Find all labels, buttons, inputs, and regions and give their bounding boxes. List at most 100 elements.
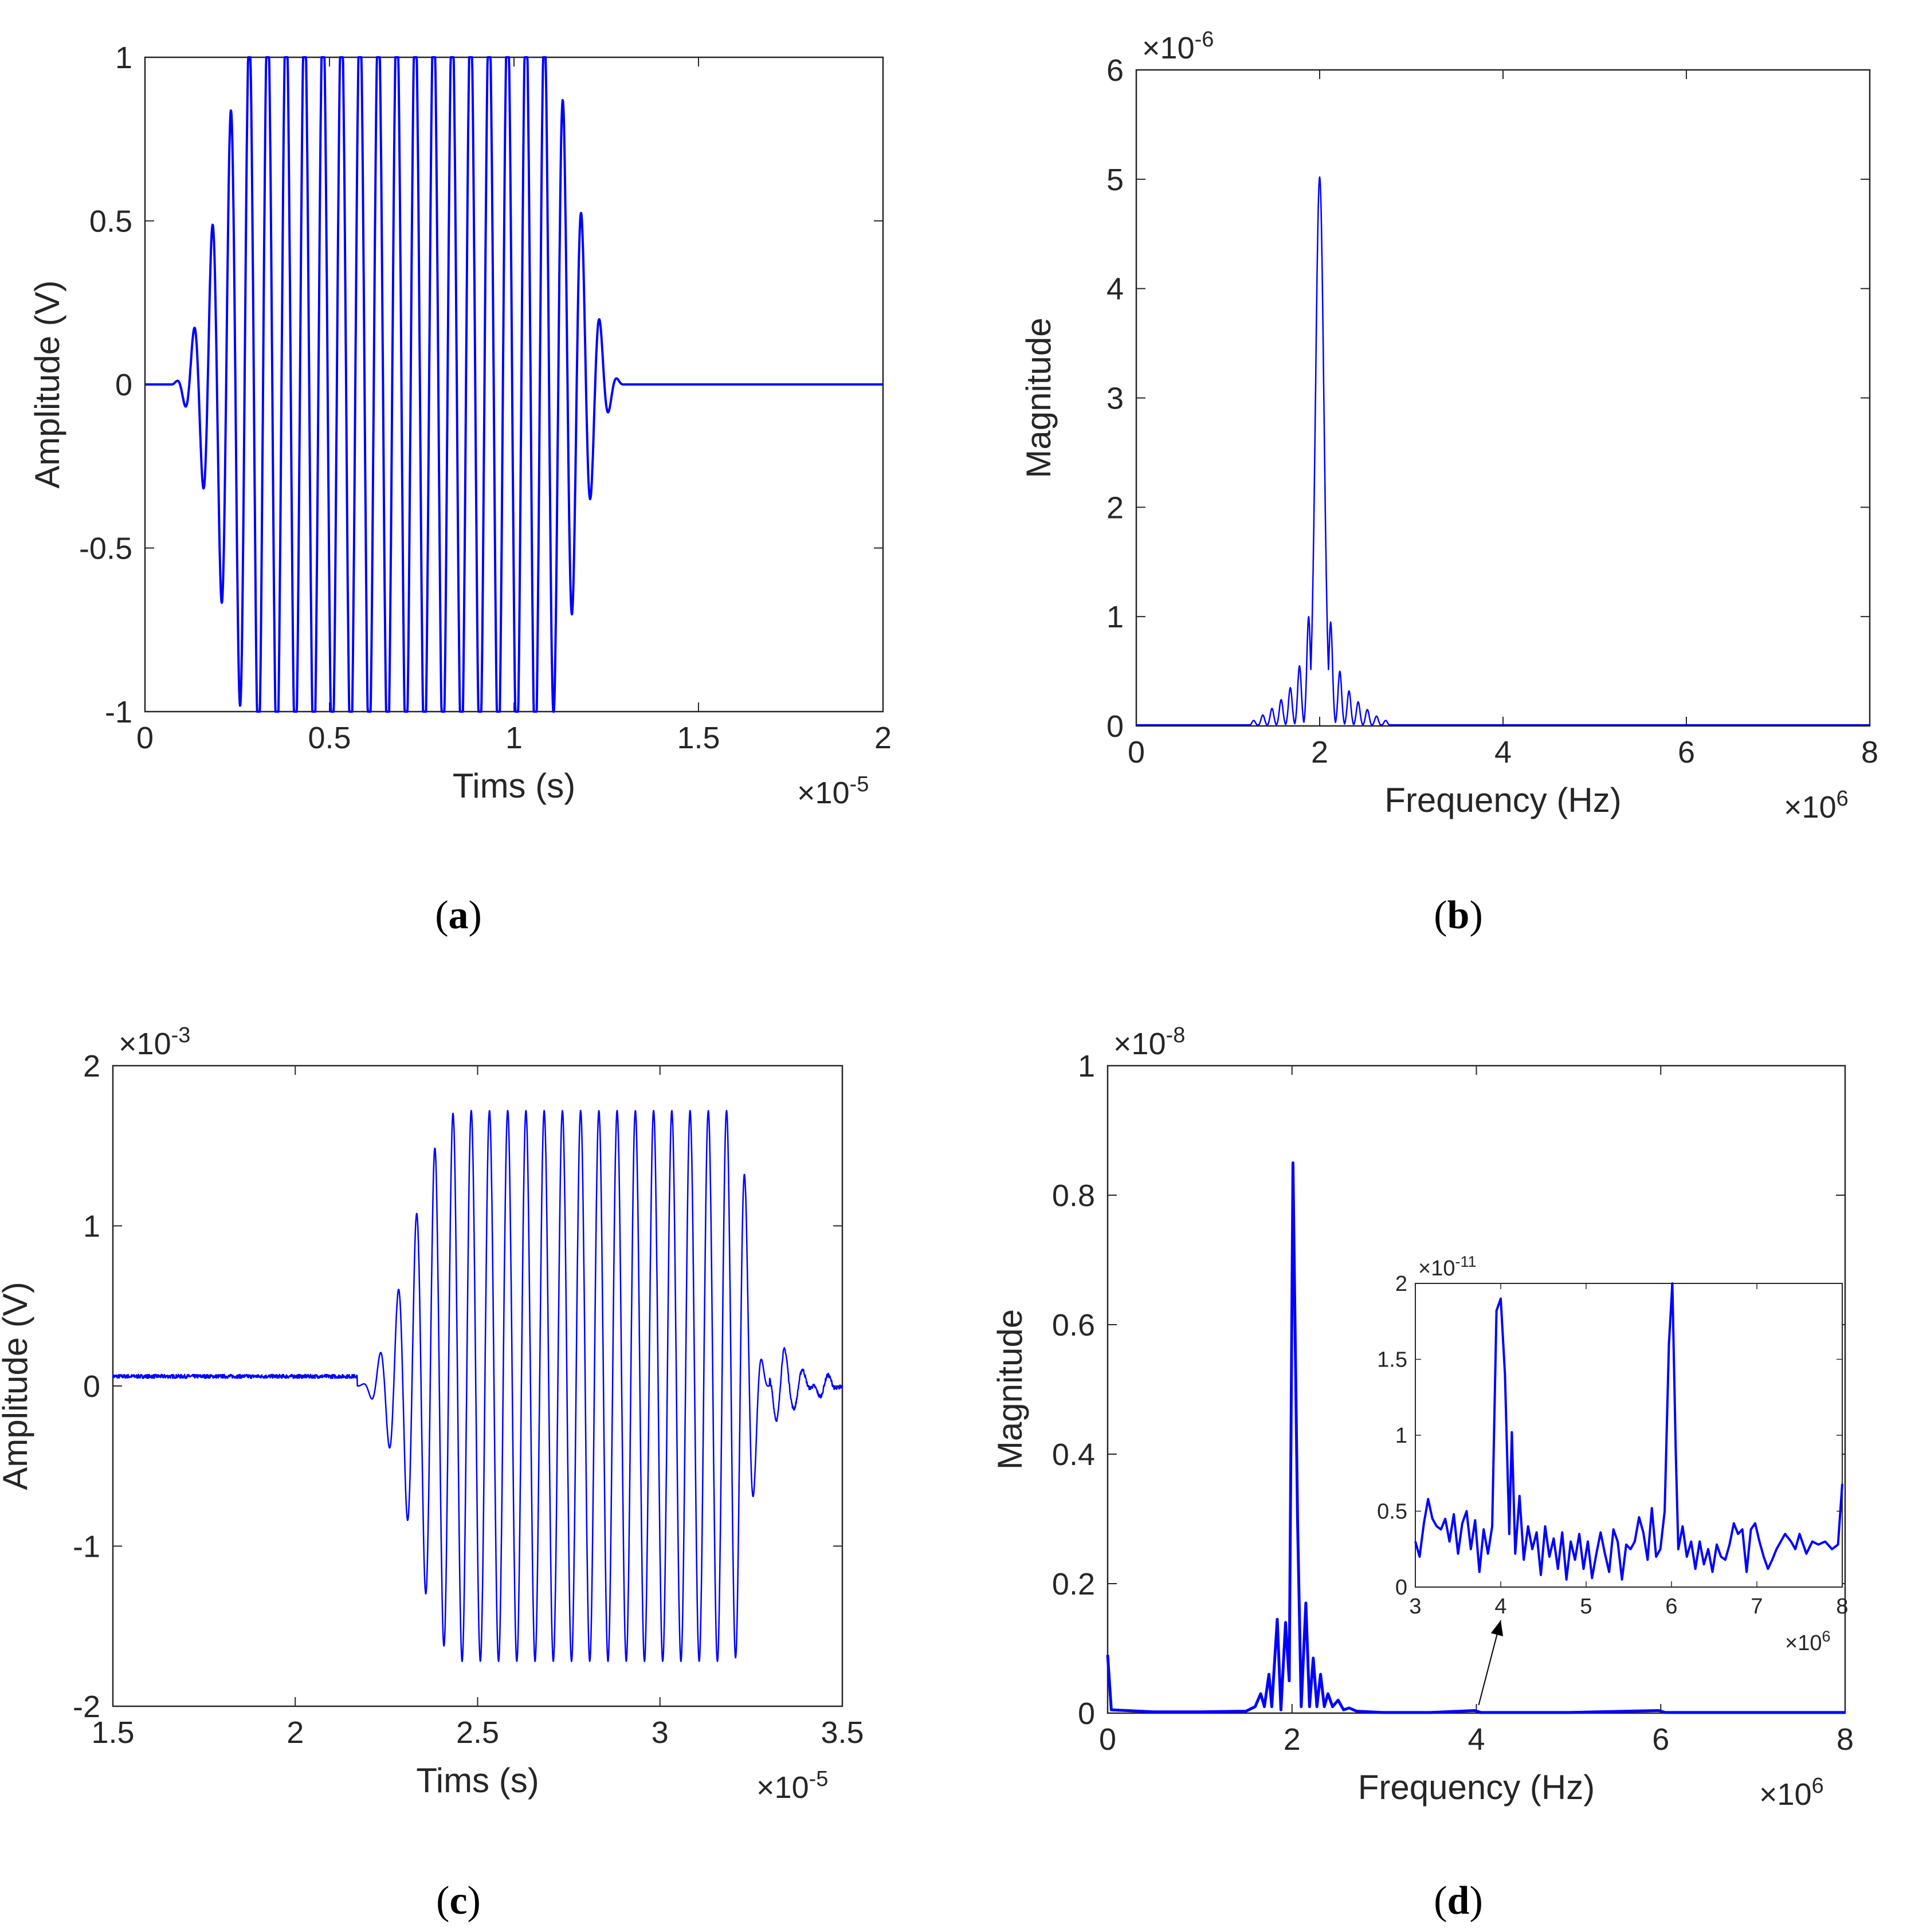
y-tick-label: 0 [1106,709,1124,744]
panel-label: (c) [436,1879,481,1923]
x-tick-label: 4 [1467,1722,1485,1757]
series-line [112,1110,843,1662]
y-multiplier-exponent: -8 [1166,1023,1186,1047]
y-multiplier-base: ×10 [1142,31,1195,65]
x-multiplier: ×106 [1759,1774,1824,1812]
x-multiplier-base: ×10 [1759,1777,1812,1812]
y-multiplier-text: ×10-3 [119,1023,190,1061]
y-tick-label: -1 [105,695,132,729]
inset-x-tick-label: 4 [1494,1595,1506,1619]
inset-x-tick-label: 8 [1836,1595,1848,1619]
x-multiplier-exponent: 6 [1837,787,1849,811]
y-tick-label: 0 [83,1369,100,1404]
x-multiplier-text: ×10-5 [756,1767,828,1805]
panel-label-letter: c [449,1879,467,1923]
inset-x-multiplier-text: ×106 [1785,1628,1831,1655]
y-tick-label: -2 [73,1690,100,1724]
y-tick-label: 4 [1106,272,1124,307]
y-tick-label: 0.6 [1052,1308,1095,1342]
y-tick-label: 3 [1106,382,1124,416]
y-multiplier-exponent: -3 [171,1023,191,1047]
inset-series-line [1414,1282,1843,1581]
x-tick-label: 0 [136,721,154,755]
x-tick-label: 6 [1678,735,1695,769]
chart-panel-a: 0 0.5 1 1.5 2 -1 -0.5 0 0.5 1 Tims (s) Amplitude (V… [28,41,892,937]
inset-background [1415,1283,1842,1587]
inset-x-tick-label: 5 [1580,1595,1592,1619]
x-tick-label: 2 [287,1715,304,1750]
x-tick-label: 6 [1652,1722,1669,1757]
y-axis-label: Magnitude [991,1309,1029,1470]
panel-label-letter: b [1447,893,1470,937]
y-tick-label: 1 [1078,1049,1095,1083]
y-multiplier-text: ×10-8 [1113,1023,1185,1061]
y-axis-label: Amplitude (V) [28,280,66,488]
x-multiplier-base: ×10 [797,776,850,810]
x-axis-label: Tims (s) [416,1761,539,1800]
x-multiplier-exponent: -5 [809,1767,829,1791]
inset-x-multiplier-exponent: 6 [1822,1628,1830,1645]
y-multiplier: ×10-6 [1142,28,1214,65]
inset-y-multiplier-base: ×10 [1418,1256,1455,1281]
series-line [1136,176,1870,726]
inset-y-tick-label: 1.5 [1377,1348,1407,1372]
x-multiplier-text: ×106 [1784,787,1849,824]
y-axis-label: Magnitude [1019,317,1058,478]
panels: 0 0.5 1 1.5 2 -1 -0.5 0 0.5 1 Tims (s) Amplitude (V… [0,28,1878,1923]
y-multiplier-base: ×10 [119,1027,171,1061]
inset-x-tick-label: 6 [1665,1595,1677,1619]
panel-label: (d) [1434,1879,1483,1923]
x-tick-label: 2 [1284,1722,1301,1757]
panel-label-letter: a [449,893,469,937]
x-multiplier: ×106 [1784,787,1849,824]
x-multiplier: ×10-5 [756,1767,828,1805]
x-tick-label: 1.5 [677,721,720,755]
series-line [144,56,884,713]
y-axis-label: Amplitude (V) [0,1282,34,1490]
x-tick-label: 2 [1311,735,1328,769]
x-multiplier-text: ×106 [1759,1774,1824,1812]
x-axis-label: Frequency (Hz) [1384,781,1621,819]
annotation-arrow-head [1490,1620,1504,1636]
x-tick-label: 0 [1099,1722,1116,1757]
inset-y-tick-label: 2 [1395,1272,1407,1296]
y-multiplier-base: ×10 [1113,1027,1166,1061]
y-tick-label: 1 [83,1210,100,1244]
x-tick-label: 8 [1837,1722,1854,1757]
y-tick-label: -1 [73,1530,100,1564]
x-axis-label: Tims (s) [453,767,575,805]
x-multiplier-exponent: -5 [850,772,869,796]
x-multiplier-text: ×10-5 [797,772,869,810]
x-tick-label: 0 [1128,735,1145,769]
y-tick-label: 6 [1106,53,1124,88]
series-line [1106,1161,1845,1714]
x-tick-label: 0.5 [308,721,351,755]
inset-y-tick-label: 0.5 [1377,1500,1407,1524]
y-tick-label: 0.8 [1052,1179,1095,1213]
y-multiplier-exponent: -6 [1195,28,1214,52]
y-tick-label: 0 [1078,1697,1095,1731]
y-tick-label: 0.4 [1052,1438,1095,1472]
inset-x-multiplier-base: ×10 [1785,1631,1822,1655]
x-tick-label: 8 [1861,735,1878,769]
x-multiplier-base: ×10 [1784,790,1837,824]
panel-label-letter: d [1447,1879,1470,1923]
y-tick-label: -0.5 [79,532,132,566]
x-multiplier: ×10-5 [797,772,869,810]
y-multiplier: ×10-8 [1113,1023,1185,1061]
panel-label: (b) [1434,893,1483,937]
inset-y-multiplier-exponent: -11 [1455,1253,1476,1270]
y-tick-label: 1 [115,41,132,75]
chart-panel-c: 1.5 2 2.5 3 3.5 -2 -1 0 1 2 Tims (s) Amplitude (V) ×… [0,1023,864,1923]
inset-y-multiplier-text: ×10-11 [1418,1253,1477,1281]
x-tick-label: 1 [505,721,523,755]
y-tick-label: 0.2 [1052,1567,1095,1601]
y-tick-label: 0.5 [89,205,132,239]
inset-x-multiplier: ×106 [1785,1628,1831,1655]
y-multiplier-text: ×10-6 [1142,28,1214,65]
y-tick-label: 1 [1106,600,1124,634]
